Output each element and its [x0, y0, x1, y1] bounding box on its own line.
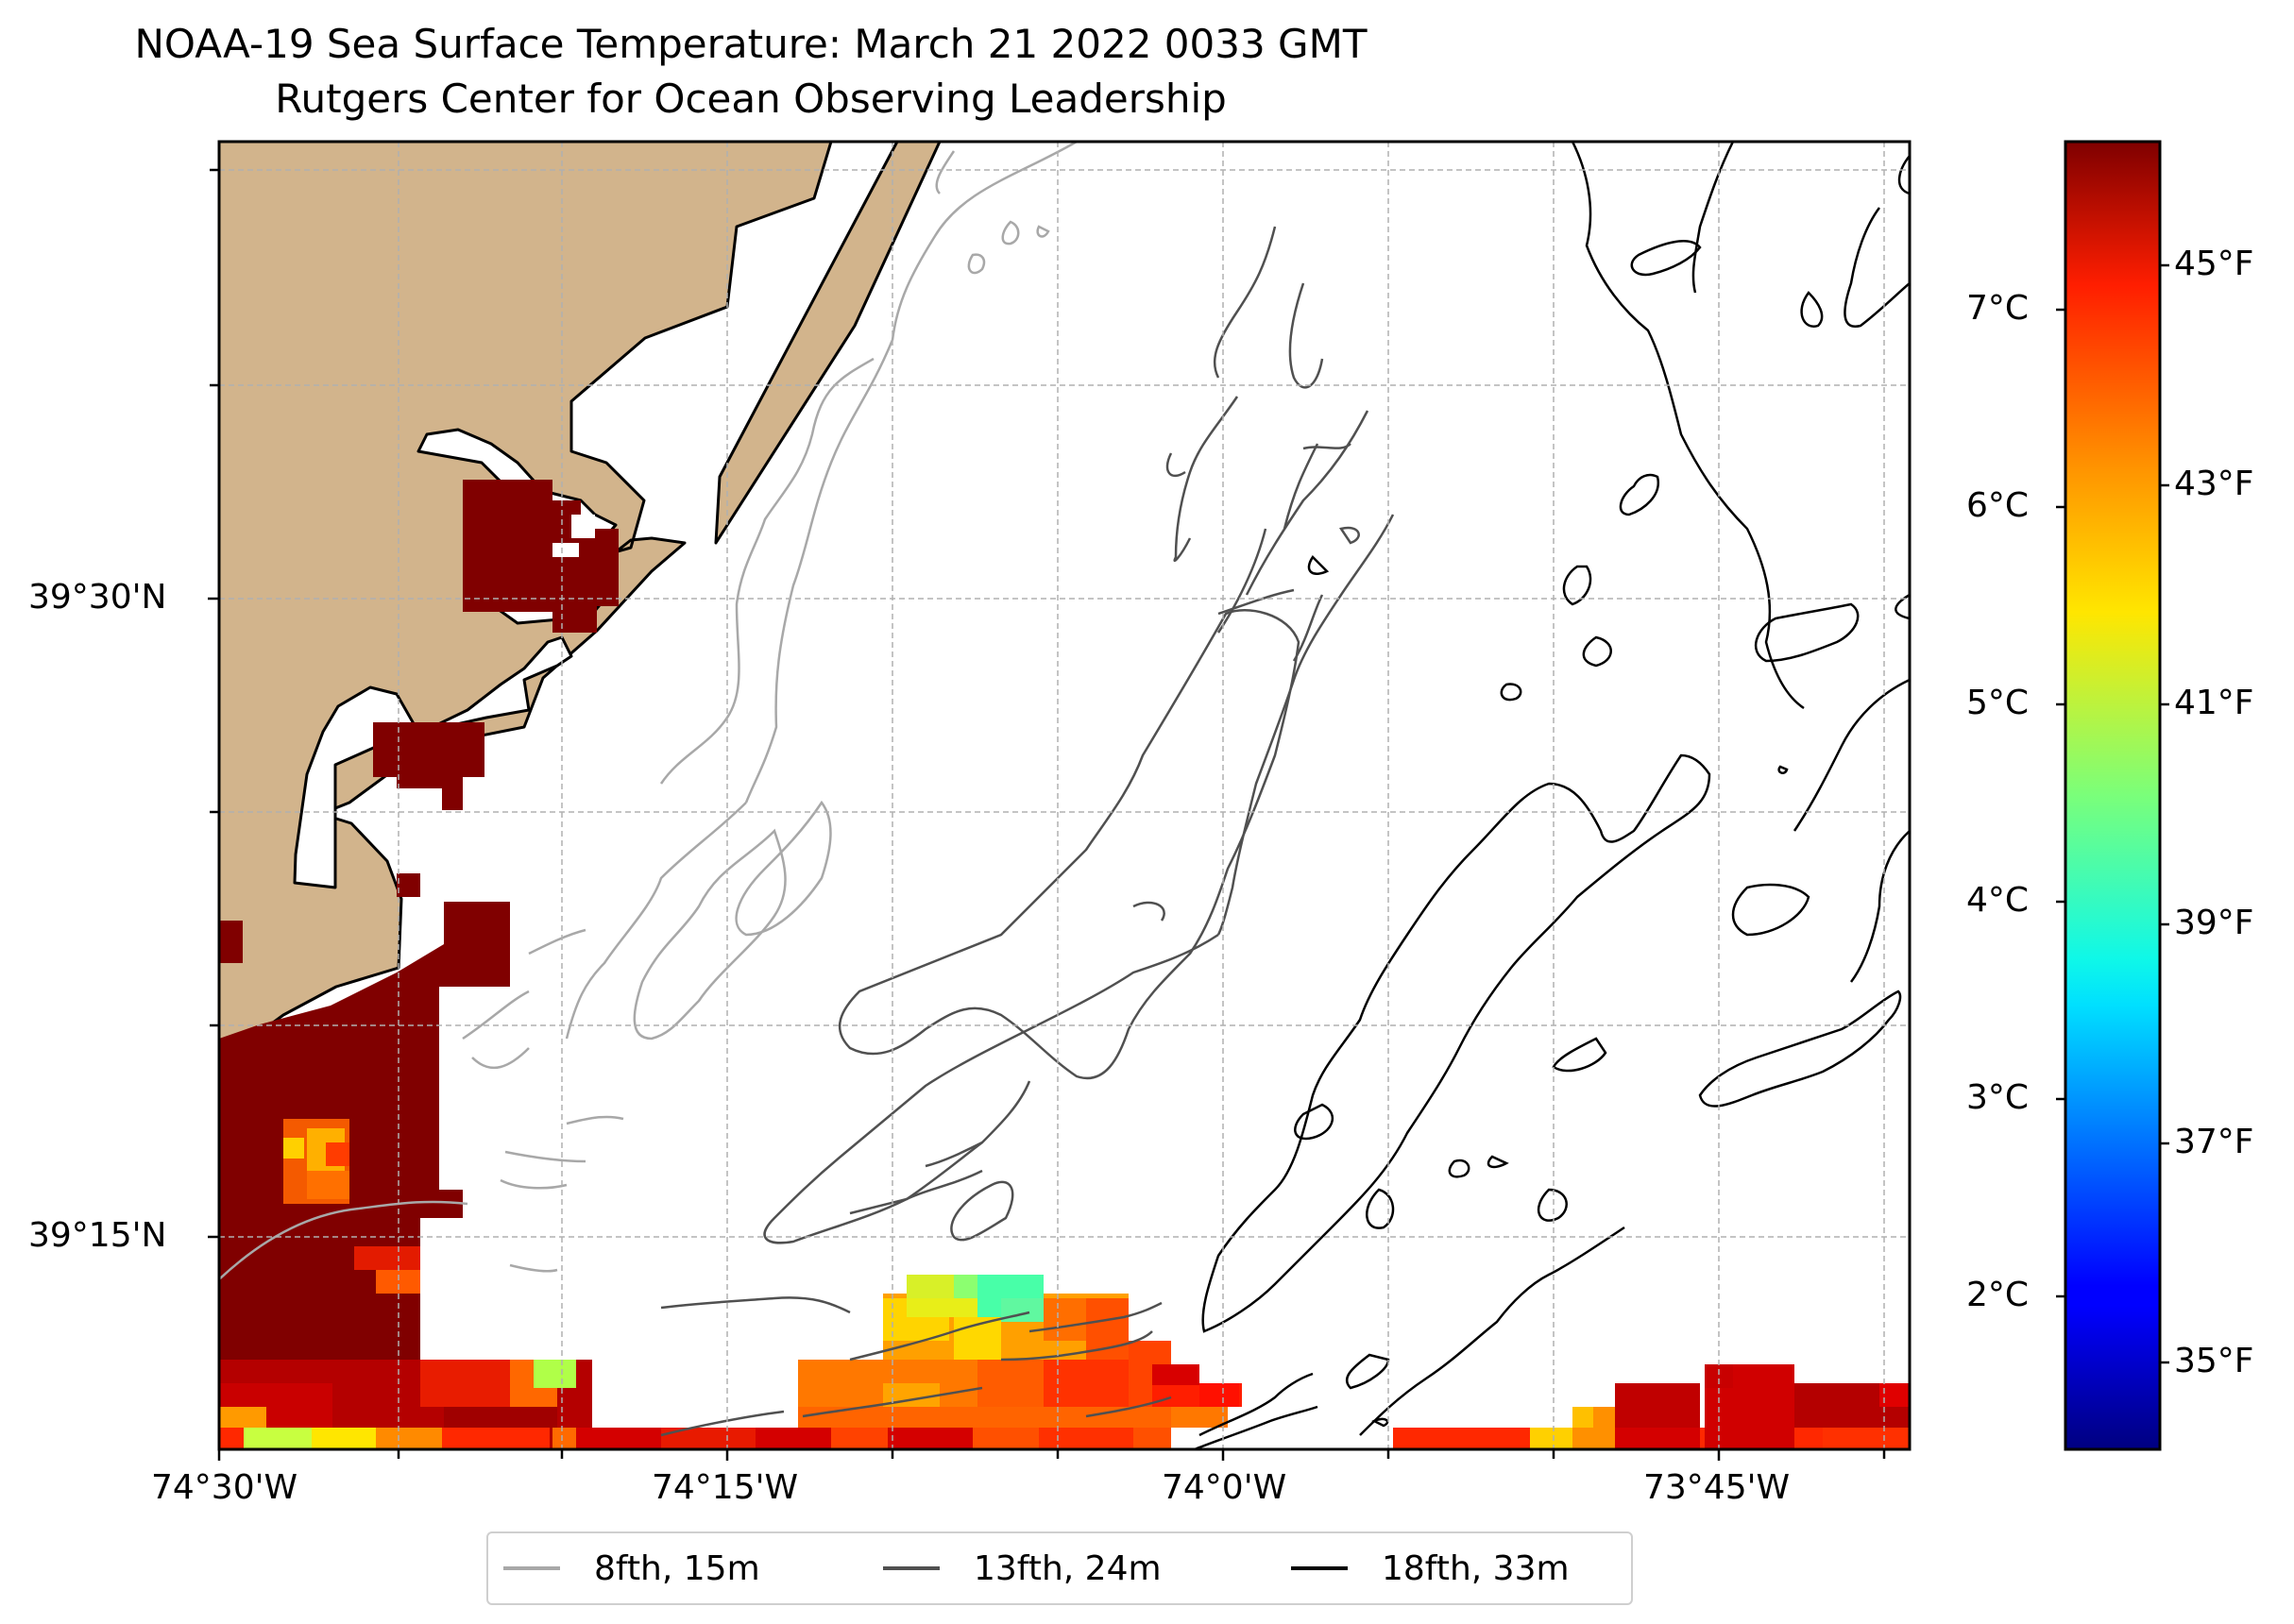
- isobath-13fth: [660, 226, 1395, 1437]
- legend-item-8fth: 8fth, 15m: [503, 1533, 760, 1603]
- isobath-8fth: [219, 142, 1078, 1280]
- cbar-f-label: 35°F: [2174, 1342, 2254, 1380]
- lat-label-1: 39°15'N: [28, 1216, 167, 1255]
- cbar-f-label: 39°F: [2174, 904, 2254, 942]
- legend-item-18fth: 18fth, 33m: [1291, 1533, 1570, 1603]
- cbar-f-label: 43°F: [2174, 465, 2254, 503]
- isobath-18fth: [1194, 142, 1910, 1449]
- legend-swatch: [1291, 1566, 1348, 1570]
- legend-label: 8fth, 15m: [594, 1548, 760, 1588]
- mainland-coast: [219, 142, 833, 1064]
- gridlines: [219, 142, 1910, 1449]
- legend: 8fth, 15m 13fth, 24m 18fth, 33m: [486, 1531, 1633, 1605]
- barrier-island: [714, 142, 942, 545]
- legend-swatch: [503, 1566, 560, 1570]
- lon-label-0: 74°30'W: [151, 1468, 298, 1507]
- lat-label-0: 39°30'N: [28, 578, 167, 617]
- cbar-c-label: 4°C: [1966, 881, 2030, 920]
- sst-pixels: [219, 480, 1910, 1449]
- lon-label-2: 74°0'W: [1162, 1468, 1287, 1507]
- map-panel: [208, 140, 1912, 1461]
- cbar-c-label: 5°C: [1966, 684, 2030, 722]
- cbar-c-label: 7°C: [1966, 289, 2030, 328]
- legend-swatch: [883, 1566, 940, 1570]
- legend-item-13fth: 13fth, 24m: [883, 1533, 1162, 1603]
- cbar-f-label: 37°F: [2174, 1123, 2254, 1161]
- cbar-c-label: 6°C: [1966, 486, 2030, 525]
- colorbar-gradient: [2064, 140, 2162, 1451]
- lon-label-1: 74°15'W: [652, 1468, 799, 1507]
- lon-label-3: 73°45'W: [1643, 1468, 1791, 1507]
- cbar-f-label: 45°F: [2174, 245, 2254, 283]
- colorbar: [2056, 140, 2169, 1451]
- chart-title: NOAA-19 Sea Surface Temperature: March 2…: [134, 21, 1368, 67]
- legend-label: 13fth, 24m: [974, 1548, 1162, 1588]
- cbar-c-label: 2°C: [1966, 1276, 2030, 1314]
- cbar-f-label: 41°F: [2174, 684, 2254, 722]
- legend-label: 18fth, 33m: [1382, 1548, 1570, 1588]
- axis-ticks: [208, 168, 1886, 1461]
- chart-subtitle: Rutgers Center for Ocean Observing Leade…: [275, 76, 1227, 122]
- cbar-c-label: 3°C: [1966, 1078, 2030, 1117]
